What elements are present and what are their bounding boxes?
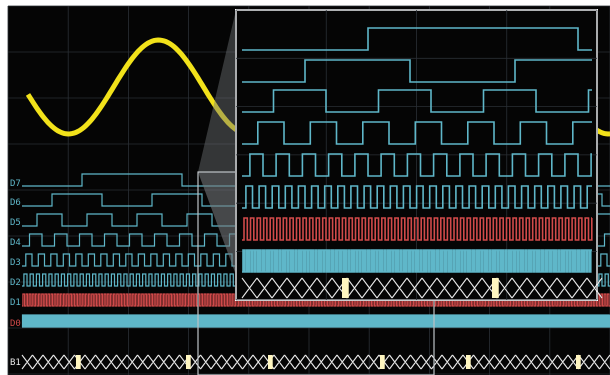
zoom-bus-marker [342, 278, 349, 298]
main-bus-marker [466, 355, 471, 369]
zoom-projection-top [198, 10, 236, 275]
channel-label-bus: B1 [10, 358, 21, 368]
zoom-digital-trace-1 [242, 59, 592, 83]
channel-label-d4: D4 [10, 238, 21, 248]
main-bus-marker [380, 355, 385, 369]
channel-labels: D7 D6 D5 D4 D3 D2 D1 D0 B1 [10, 179, 21, 368]
channel-label-d1: D1 [10, 298, 21, 308]
channel-label-d5: D5 [10, 218, 21, 228]
channel-label-d7: D7 [10, 179, 21, 189]
zoom-digital-trace-6 [242, 217, 593, 241]
channel-label-d0: D0 [10, 319, 21, 329]
channel-label-d3: D3 [10, 258, 21, 268]
channel-label-d2: D2 [10, 278, 21, 288]
main-bus-marker [76, 355, 81, 369]
channel-label-d6: D6 [10, 198, 21, 208]
main-bus [21, 354, 610, 370]
zoom-digital-trace-2 [242, 89, 592, 113]
zoom-digital-trace-5 [242, 185, 592, 209]
zoom-digital-trace-0 [242, 27, 592, 51]
zoom-bus-marker [492, 278, 499, 298]
zoom-digital-traces [241, 27, 603, 299]
zoom-digital-trace-7 [242, 249, 592, 273]
zoom-digital-trace-4 [242, 153, 592, 177]
main-digital-trace-7 [21, 314, 610, 328]
main-bus-marker [576, 355, 581, 369]
main-bus-marker [268, 355, 273, 369]
zoom-digital-trace-3 [242, 121, 592, 145]
main-bus-marker [186, 355, 191, 369]
zoom-bus [241, 277, 603, 299]
zoom-inset [235, 9, 603, 301]
